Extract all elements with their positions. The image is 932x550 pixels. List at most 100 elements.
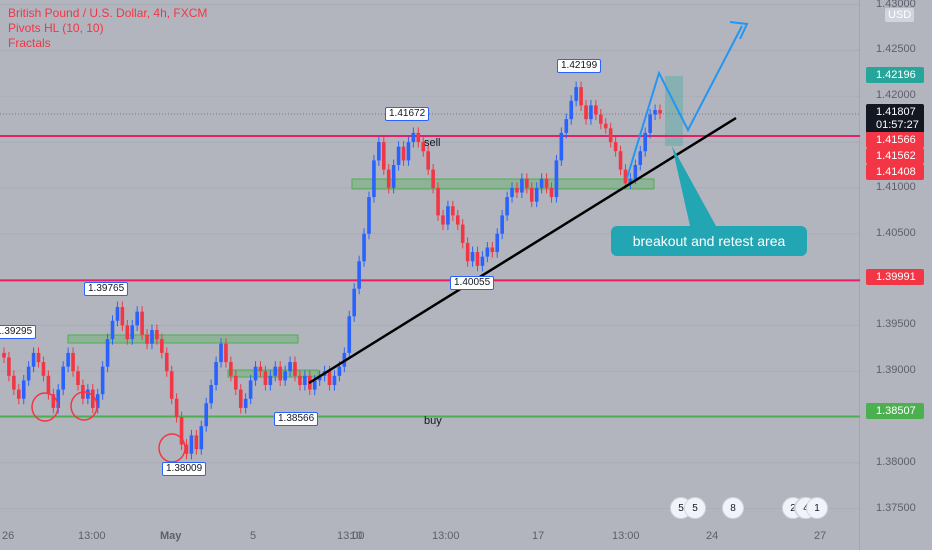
x-tick-label: 26 [2, 530, 15, 542]
candle-body [248, 380, 253, 399]
y-tick-label: 1.38000 [876, 455, 916, 468]
candle-body [229, 362, 233, 376]
candle-body [352, 288, 356, 317]
y-tick-label: 1.43000 [876, 0, 916, 10]
candle-body [613, 142, 618, 152]
projection-arrow [729, 21, 749, 40]
candle-body [465, 242, 470, 262]
candle-body [26, 366, 31, 381]
price-label: 01:57:27 [866, 117, 924, 133]
x-tick-label: 13:00 [337, 530, 365, 542]
candle-body [164, 352, 169, 372]
candle-body [204, 403, 209, 427]
candle-body [224, 343, 228, 363]
y-tick-label: 1.41000 [876, 180, 916, 193]
candle-body [451, 206, 455, 216]
candle-body [431, 169, 435, 188]
sell-annotation: sell [424, 137, 441, 149]
event-flag-icon[interactable]: 8 [722, 497, 744, 519]
candle-body [327, 371, 332, 385]
event-flag-icon[interactable]: 5 [684, 497, 706, 519]
plot-background [0, 0, 860, 550]
candle-body [490, 247, 495, 253]
candle-body [71, 352, 75, 372]
candle-body [411, 132, 416, 143]
candle-body [460, 224, 465, 243]
x-tick-label: 13:00 [432, 530, 460, 542]
candle-body [263, 371, 268, 385]
candle-body [194, 435, 199, 450]
candle-body [243, 398, 248, 408]
candle-body [278, 366, 283, 381]
candle-body [559, 132, 564, 161]
candle-body [372, 160, 376, 198]
candle-body [174, 398, 179, 418]
x-tick-label: 5 [250, 530, 257, 542]
candle-body [603, 123, 608, 129]
x-tick-label: May [160, 530, 182, 542]
pivot-label[interactable]: 1.42199 [557, 59, 602, 73]
candle-body [480, 256, 485, 266]
candle-body [46, 375, 51, 395]
x-tick-label: 13:00 [78, 530, 106, 542]
candle-body [653, 110, 657, 115]
candle-body [549, 187, 554, 198]
candle-body [554, 160, 559, 198]
candle-body [140, 311, 144, 335]
candle-body [145, 334, 149, 344]
candle-body [16, 389, 21, 399]
candle-body [495, 233, 500, 253]
symbol-title[interactable]: British Pound / U.S. Dollar, 4h, FXCM [8, 6, 208, 20]
pivot-label[interactable]: 1.39765 [84, 282, 129, 296]
candle-body [312, 380, 317, 390]
candle-body [125, 325, 130, 340]
candle-body [2, 352, 6, 358]
x-tick-label: 24 [706, 530, 719, 542]
candle-body [455, 215, 460, 225]
pivot-label[interactable]: 1.41672 [385, 107, 430, 121]
pivot-label[interactable]: 1.39295 [0, 325, 37, 339]
candle-body [500, 215, 504, 234]
indicator-pivots[interactable]: Pivots HL (10, 10) [8, 21, 104, 35]
candle-body [377, 142, 381, 161]
x-tick-label: 13:00 [612, 530, 640, 542]
pivot-label[interactable]: 1.38009 [162, 462, 207, 476]
candle-body [446, 206, 450, 225]
pivot-label[interactable]: 1.40055 [450, 276, 495, 290]
candle-body [529, 187, 534, 202]
callout-breakout[interactable]: breakout and retest area [611, 226, 807, 256]
candle-body [160, 339, 164, 353]
x-tick-label: 17 [532, 530, 545, 542]
candle-body [628, 178, 633, 184]
candle-body [391, 165, 396, 188]
candle-body [426, 151, 430, 170]
price-label: 1.41807 [866, 104, 924, 120]
candle-body [238, 389, 243, 408]
price-label: 1.42196 [866, 67, 924, 83]
price-chart[interactable] [0, 0, 860, 550]
candle-body [599, 114, 603, 124]
price-label: 1.41566 [866, 132, 924, 148]
candle-body [179, 417, 184, 445]
candle-body [579, 87, 583, 106]
candle-body [253, 366, 258, 381]
candle-body [337, 366, 342, 376]
indicator-fractals[interactable]: Fractals [8, 36, 51, 50]
candle-body [401, 146, 406, 161]
candle-body [41, 362, 46, 376]
pivot-label[interactable]: 1.38566 [274, 412, 319, 426]
candle-body [51, 394, 56, 408]
candle-body [31, 352, 36, 367]
supply-zone-2 [227, 369, 319, 378]
legend: British Pound / U.S. Dollar, 4h, FXCM Pi… [8, 6, 207, 51]
event-flag-icon[interactable]: 1 [806, 497, 828, 519]
candle-body [525, 178, 529, 188]
candle-body [475, 252, 480, 266]
candle-body [362, 233, 366, 262]
candle-body [120, 307, 125, 326]
candle-body [115, 307, 120, 321]
price-label: 1.41408 [866, 164, 924, 180]
candle-body [317, 375, 322, 381]
retest-zone [351, 178, 655, 190]
currency-badge[interactable]: USD [885, 8, 915, 22]
